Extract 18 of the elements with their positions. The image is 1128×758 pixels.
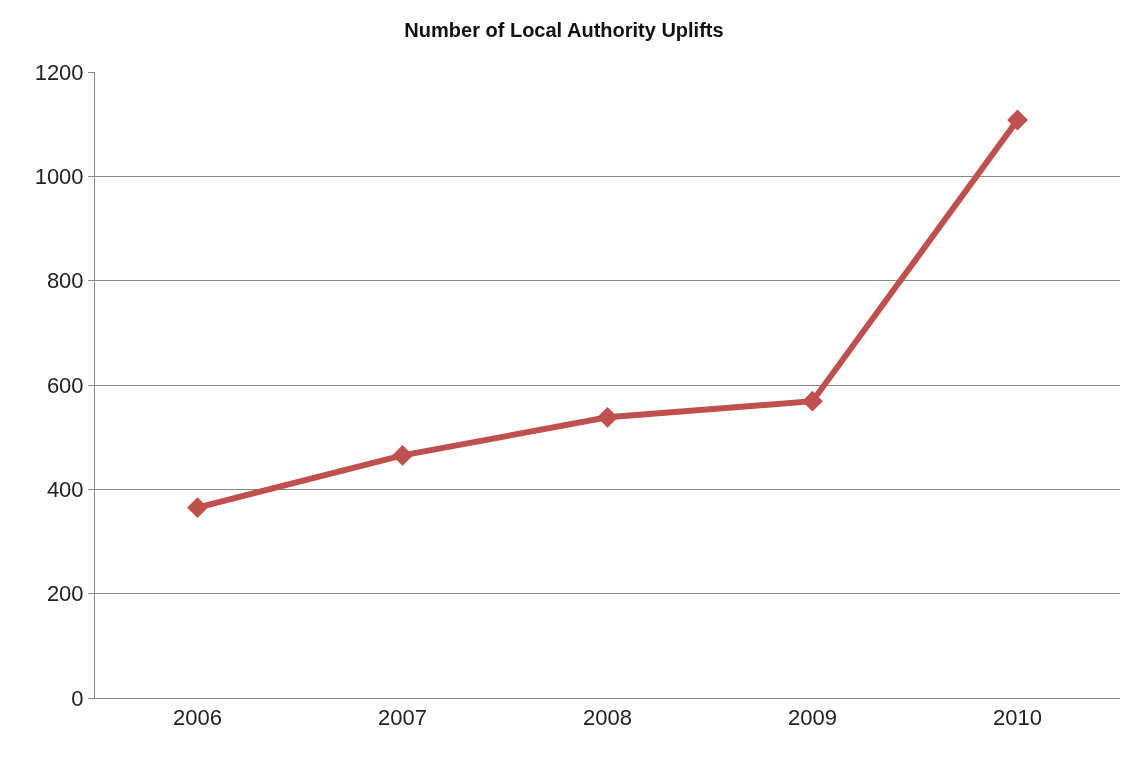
y-tick-label: 0 [71,685,84,711]
x-tick-label: 2006 [173,705,222,731]
x-tick-label: 2010 [993,705,1042,731]
point [802,390,823,412]
y-tick-label: 200 [46,581,84,607]
x-tick-label: 2007 [378,705,427,731]
x-tick-label: 2009 [788,705,837,731]
point [1007,109,1028,131]
y-tick-label: 400 [46,477,84,503]
y-tick-label: 800 [46,268,84,294]
y-tick-label: 1000 [34,164,84,190]
x-tick-label: 2008 [583,705,632,731]
y-tick-label: 600 [46,372,84,398]
y-tick-label: 1200 [34,59,84,85]
chart-title: Number of Local Authority Uplifts [404,18,724,41]
point [187,497,208,518]
point [392,445,413,466]
point [597,406,618,428]
